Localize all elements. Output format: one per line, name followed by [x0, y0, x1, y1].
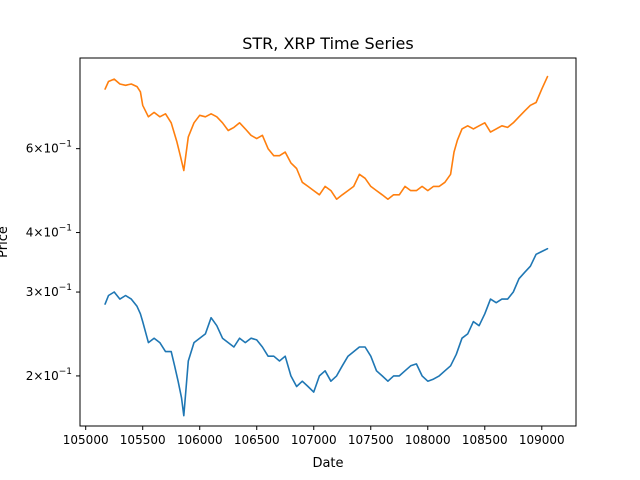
x-tick-label: 107000: [291, 433, 337, 447]
x-tick-label: 106500: [234, 433, 280, 447]
series-layer: [104, 75, 549, 417]
x-tick-label: 108000: [405, 433, 451, 447]
y-axis-label: Price: [0, 226, 11, 258]
x-tick-label: 109000: [519, 433, 565, 447]
y-tick-label: 4×10−1: [26, 224, 72, 240]
x-tick-label: 108500: [462, 433, 508, 447]
x-axis-label: Date: [312, 456, 343, 471]
series-line-1: [104, 247, 549, 417]
y-axis-ticks: 2×10−1 3×10−1 4×10−1 6×10−1: [26, 140, 80, 383]
y-tick-label: 3×10−1: [26, 283, 72, 299]
x-tick-label: 107500: [348, 433, 394, 447]
x-tick-label: 105000: [63, 433, 109, 447]
y-tick-label: 2×10−1: [26, 367, 72, 383]
y-tick-label: 6×10−1: [26, 140, 72, 156]
x-axis-ticks: 105000 105500 106000 106500 107000 107500 1080…: [63, 426, 565, 447]
plot-area-frame: [79, 57, 577, 427]
series-line-0: [104, 75, 549, 200]
chart-title: STR, XRP Time Series: [242, 34, 413, 53]
x-tick-label: 105500: [120, 433, 166, 447]
x-tick-label: 106000: [177, 433, 223, 447]
